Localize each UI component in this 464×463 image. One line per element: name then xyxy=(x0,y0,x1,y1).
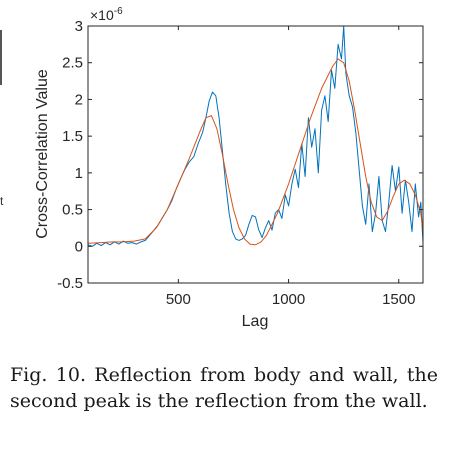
y-tick-label: 0.5 xyxy=(62,202,83,219)
y-tick-label: 2.5 xyxy=(62,55,83,72)
y-axis-label: Cross-Correlation Value xyxy=(34,69,51,239)
cropped-edge-line xyxy=(0,30,2,85)
x-tick-label: 1500 xyxy=(382,291,415,308)
plot-frame xyxy=(87,25,424,284)
y-exponent-label: ×10-6 xyxy=(90,6,123,23)
x-axis-label: Lag xyxy=(242,313,269,330)
series-line-1 xyxy=(88,26,423,247)
cross-correlation-chart: 500 1000 1500 -0.5 0 0.5 1 1.5 2 2.5 3 ×10-6 Lag C… xyxy=(34,6,424,330)
y-tick-label: 0 xyxy=(75,238,83,255)
y-exponent-power: -6 xyxy=(114,6,123,17)
y-tick-label: 3 xyxy=(75,18,83,35)
y-tick-label: 1.5 xyxy=(62,128,83,145)
x-tick-label: 500 xyxy=(166,291,191,308)
x-tick-label: 1000 xyxy=(272,291,305,308)
y-tick-label: 1 xyxy=(75,165,83,182)
figure-caption: Fig. 10. Reflection from body and wall, … xyxy=(10,364,438,412)
y-tick-label: -0.5 xyxy=(57,275,83,292)
series-line-2 xyxy=(88,58,423,246)
cropped-side-text: t xyxy=(0,194,4,208)
y-tick-label: 2 xyxy=(75,91,83,108)
